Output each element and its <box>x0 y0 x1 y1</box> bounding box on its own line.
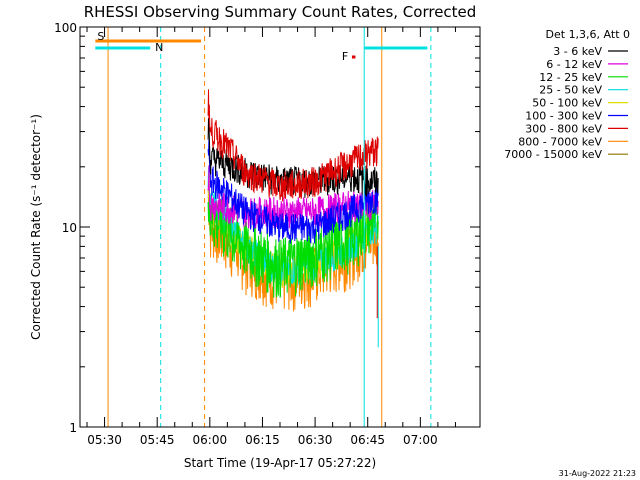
series-layer <box>207 89 379 348</box>
chart-title: RHESSI Observing Summary Count Rates, Co… <box>84 3 477 21</box>
legend-item-label: 300 - 800 keV <box>525 122 602 135</box>
y-tick-label: 10 <box>62 221 77 235</box>
axes-layer: 1 10 100 05:30 05:45 06:00 06:15 06:30 06:45 07:0… <box>54 21 480 447</box>
x-tick-label: 05:30 <box>87 433 122 447</box>
legend-item-label: 50 - 100 keV <box>532 97 602 110</box>
legend-item-label: 7000 - 15000 keV <box>504 148 602 161</box>
series-trace <box>207 194 379 312</box>
legend-item-label: 12 - 25 keV <box>539 71 602 84</box>
series-trace <box>207 194 379 298</box>
series-trace <box>207 118 379 198</box>
series-trace <box>207 89 379 202</box>
x-tick-label: 06:15 <box>245 433 280 447</box>
legend-item-label: 100 - 300 keV <box>525 110 602 123</box>
x-tick-label: 05:45 <box>140 433 175 447</box>
x-tick-label: 07:00 <box>403 433 438 447</box>
footer-date: 31-Aug-2022 21:23 <box>559 469 636 478</box>
x-tick-label: 06:45 <box>350 433 385 447</box>
y-axis-label: Corrected Count Rate (s⁻¹ detector⁻¹) <box>29 114 43 340</box>
flag-label: F <box>342 50 348 63</box>
flags-layer: S N F <box>95 27 432 427</box>
x-tick-label: 06:30 <box>298 433 333 447</box>
legend-title: Det 1,3,6, Att 0 <box>546 28 630 41</box>
legend-item-label: 800 - 7000 keV <box>518 135 602 148</box>
legend-item-label: 6 - 12 keV <box>546 58 602 71</box>
y-tick-label: 100 <box>54 21 77 35</box>
flag-label: N <box>155 41 163 54</box>
x-tick-label: 06:00 <box>193 433 228 447</box>
legend-item-label: 25 - 50 keV <box>539 84 602 97</box>
x-axis-label: Start Time (19-Apr-17 05:27:22) <box>184 456 376 470</box>
legend-item-label: 3 - 6 keV <box>553 45 602 58</box>
flag-label: S <box>97 30 104 43</box>
series-trace <box>207 139 379 244</box>
y-tick-label: 1 <box>69 421 77 435</box>
